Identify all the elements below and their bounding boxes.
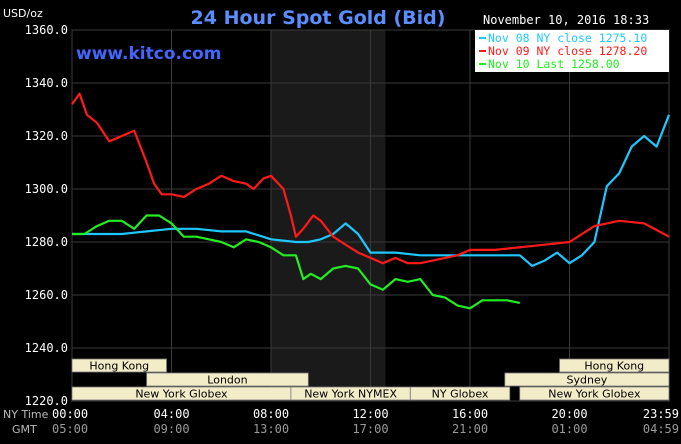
session-label: London: [207, 374, 247, 387]
y-tick-label: 1260.0: [25, 288, 68, 302]
session-box: [519, 386, 670, 401]
unit-label: USD/oz: [3, 7, 43, 20]
session-label: Sydney: [567, 374, 608, 387]
y-tick-label: 1340.0: [25, 76, 68, 90]
y-tick-label: 1220.0: [25, 394, 68, 408]
session-label: NY Globex: [432, 388, 489, 401]
x-tick-label-gmt: 01:00: [551, 422, 587, 436]
x-tick-label-ny: 12:00: [352, 407, 388, 421]
x-tick-label-ny: 20:00: [551, 407, 587, 421]
legend-box: [475, 30, 669, 72]
nymex-hours-band: [271, 30, 386, 401]
session-label: New York NYMEX: [304, 388, 397, 401]
legend-entry: Nov 08 NY close 1275.10: [488, 31, 647, 45]
x-tick-label-ny: 04:00: [153, 407, 189, 421]
gmt-axis-label: GMT: [12, 423, 37, 436]
x-tick-label-gmt: 17:00: [352, 422, 388, 436]
x-tick-label-ny: 08:00: [253, 407, 289, 421]
y-tick-label: 1240.0: [25, 341, 68, 355]
y-tick-label: 1300.0: [25, 182, 68, 196]
x-tick-label-gmt: 05:00: [52, 422, 88, 436]
session-box: [71, 358, 167, 373]
session-label: New York Globex: [135, 388, 228, 401]
chart-title: 24 Hour Spot Gold (Bid): [191, 7, 446, 29]
session-box: [409, 386, 511, 401]
session-box: [504, 372, 670, 387]
session-label: Hong Kong: [584, 360, 644, 373]
series-line: [72, 214, 521, 310]
x-tick-label-gmt: 21:00: [452, 422, 488, 436]
series-line: [71, 92, 670, 265]
x-tick-label-gmt: 09:00: [153, 422, 189, 436]
x-tick-label-gmt: 13:00: [253, 422, 289, 436]
y-tick-label: 1360.0: [25, 23, 68, 37]
legend-entry: Nov 10 Last 1258.00: [488, 57, 620, 71]
session-box: [559, 358, 670, 373]
legend-swatch: [479, 37, 486, 39]
session-label: Hong Kong: [89, 360, 149, 373]
x-tick-label-gmt: 04:59: [643, 422, 679, 436]
session-box: [146, 372, 309, 387]
timestamp: November 10, 2016 18:33: [483, 13, 649, 27]
x-tick-label-ny: 00:00: [52, 407, 88, 421]
session-label: New York Globex: [548, 388, 641, 401]
ny-time-axis-label: NY Time: [3, 408, 49, 421]
legend-swatch: [479, 63, 486, 65]
legend-entry: Nov 09 NY close 1278.20: [488, 44, 647, 58]
series-line: [72, 114, 671, 267]
watermark-url: www.kitco.com: [76, 44, 221, 64]
y-tick-label: 1280.0: [25, 235, 68, 249]
x-tick-label-ny: 23:59: [643, 407, 679, 421]
x-tick-label-ny: 16:00: [452, 407, 488, 421]
legend-swatch: [479, 50, 486, 52]
y-tick-label: 1320.0: [25, 129, 68, 143]
